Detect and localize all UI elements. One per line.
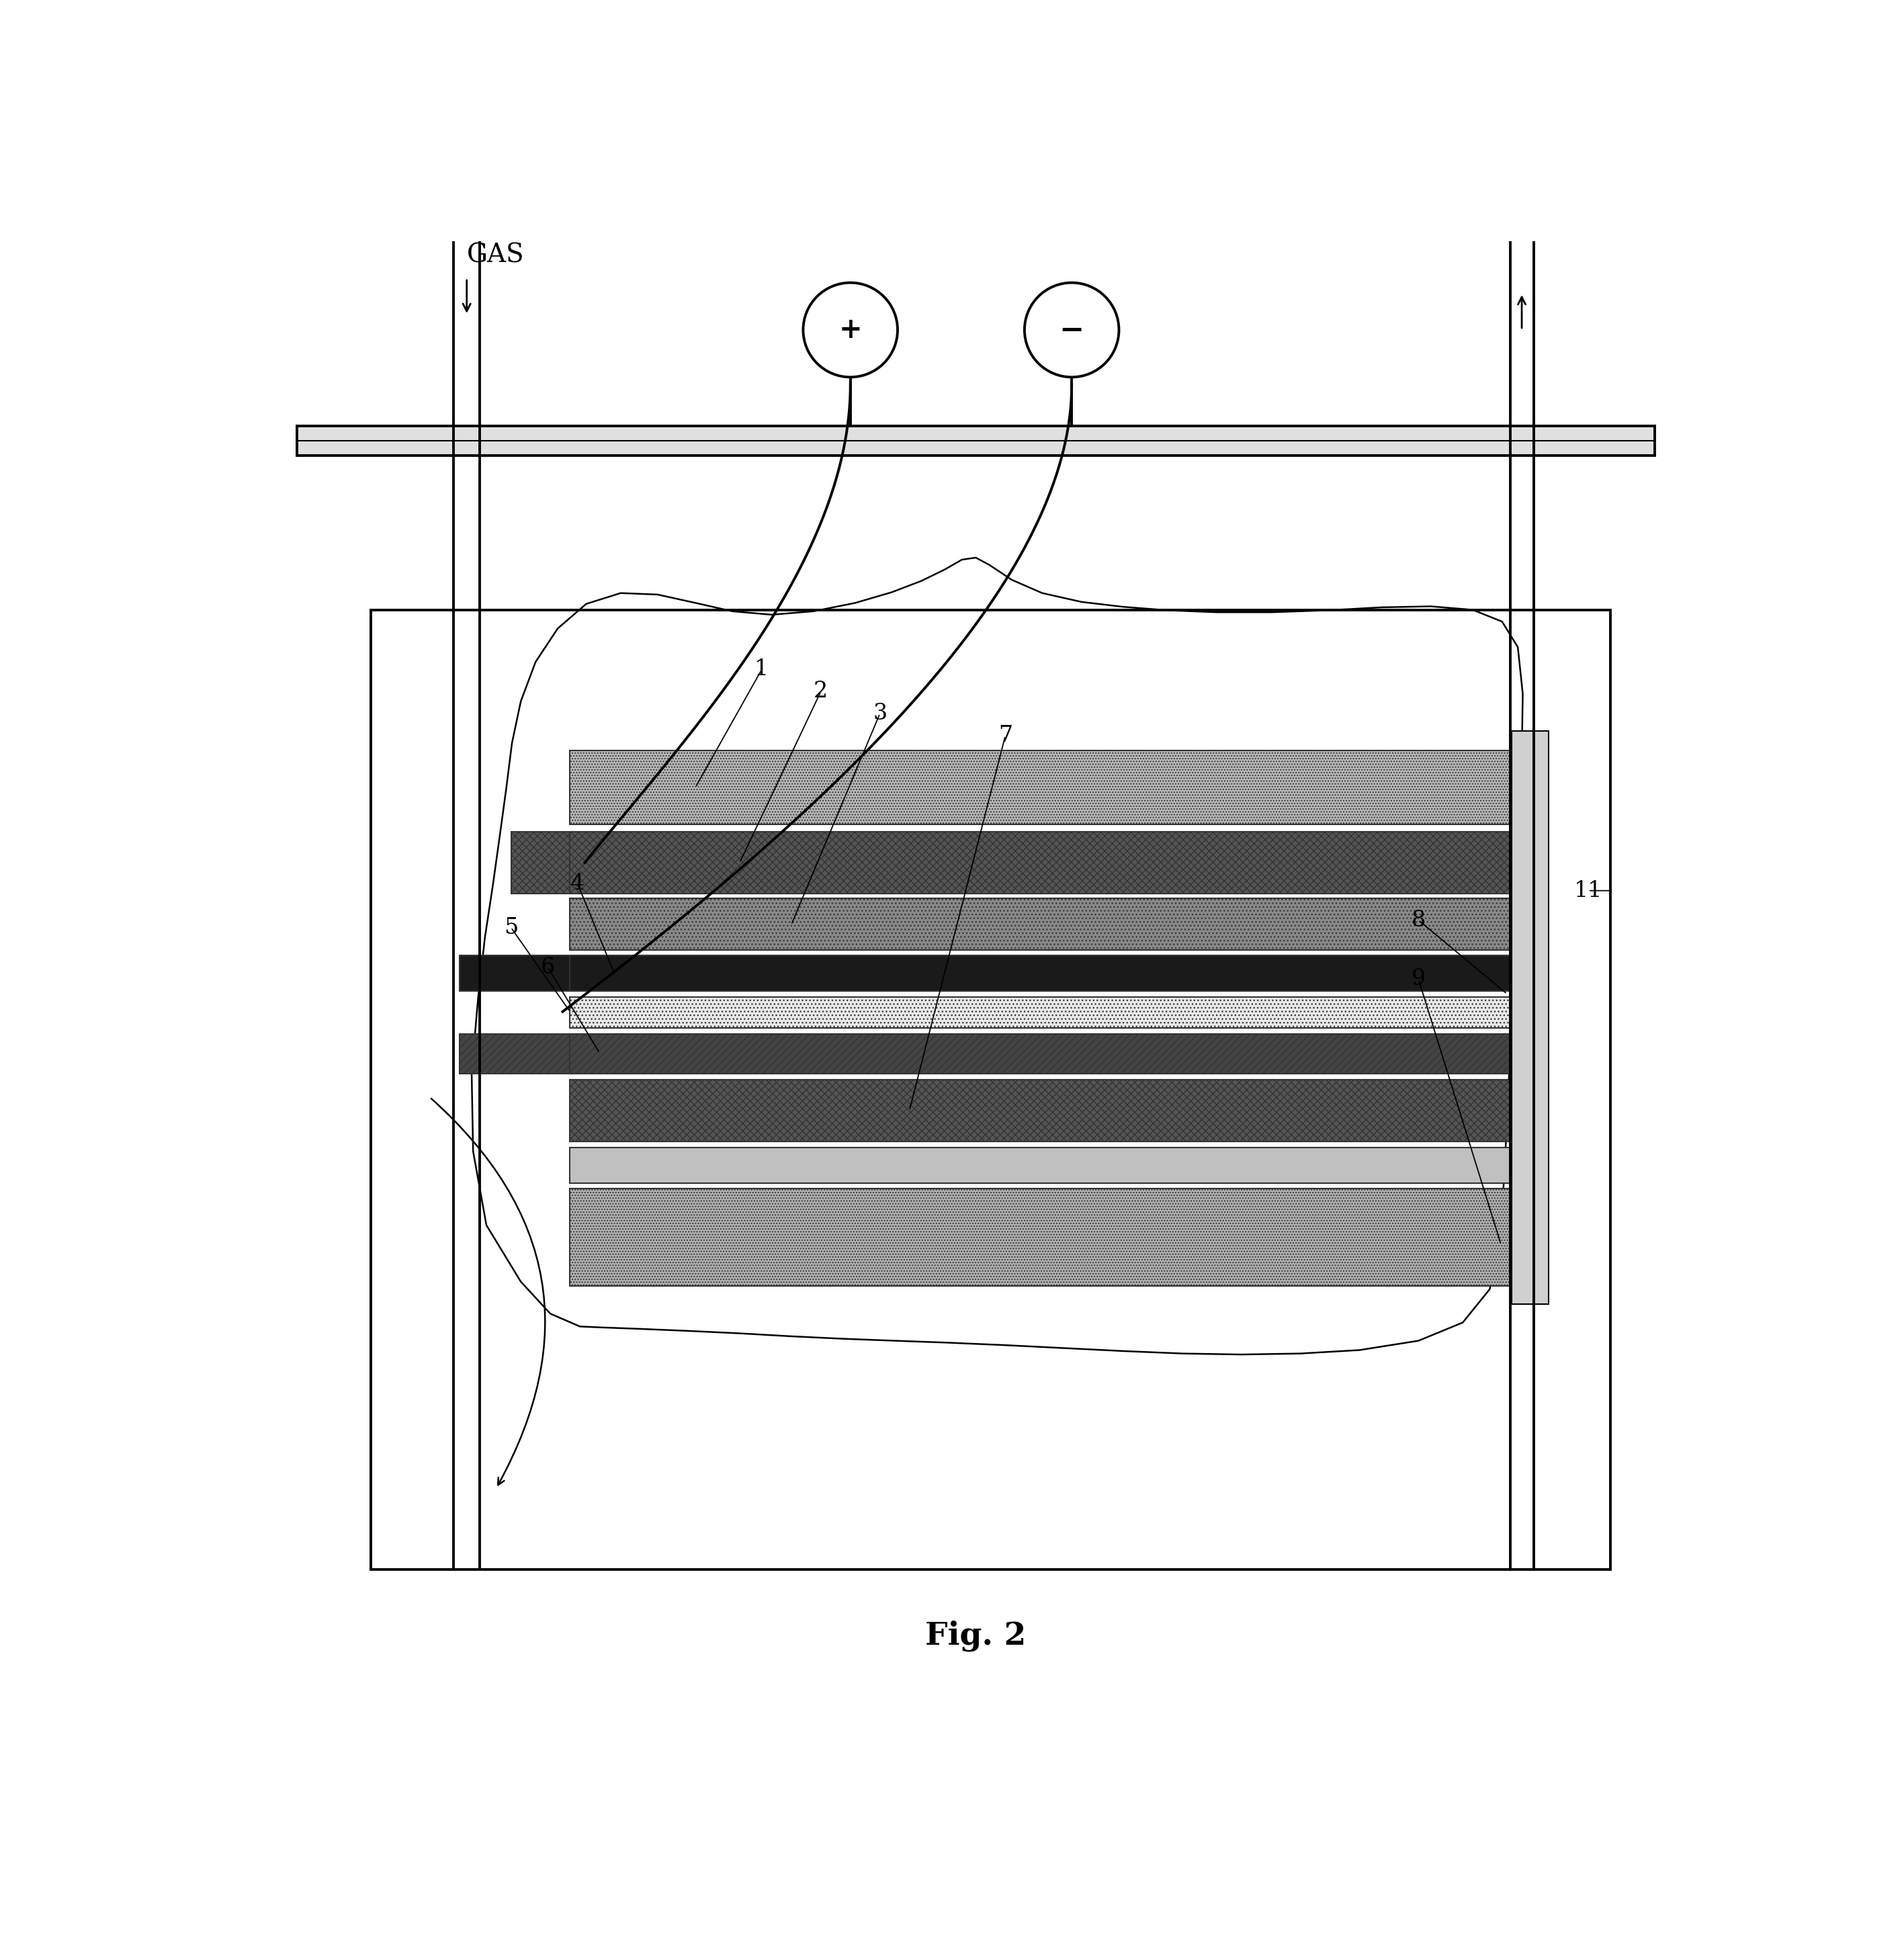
Text: 11: 11 xyxy=(1575,880,1603,902)
Bar xyxy=(569,1033,1529,1074)
Bar xyxy=(459,1033,1529,1074)
Text: GAS: GAS xyxy=(466,242,524,268)
Bar xyxy=(1512,731,1548,1303)
Bar xyxy=(569,1148,1529,1183)
Bar xyxy=(569,997,1529,1028)
Text: 2: 2 xyxy=(813,681,828,702)
Text: +: + xyxy=(838,316,863,343)
Circle shape xyxy=(803,283,897,376)
Text: 4: 4 xyxy=(571,873,585,894)
Text: 7: 7 xyxy=(998,725,1013,747)
Text: 8: 8 xyxy=(1411,909,1426,931)
Bar xyxy=(569,898,1529,950)
Bar xyxy=(510,832,1529,894)
Bar xyxy=(569,1189,1529,1286)
Text: 1: 1 xyxy=(754,659,769,681)
Text: Fig. 2: Fig. 2 xyxy=(925,1621,1026,1652)
Bar xyxy=(569,832,1529,894)
Bar xyxy=(569,1080,1529,1142)
Bar xyxy=(569,750,1529,824)
Text: 6: 6 xyxy=(541,956,554,977)
Text: −: − xyxy=(1059,316,1083,345)
Circle shape xyxy=(1024,283,1120,376)
Bar xyxy=(371,611,1611,1569)
Bar xyxy=(297,427,1655,456)
Text: 5: 5 xyxy=(505,917,518,938)
Bar xyxy=(569,956,1529,991)
Bar xyxy=(459,956,1529,991)
Text: 3: 3 xyxy=(872,702,887,725)
Text: 9: 9 xyxy=(1411,968,1426,991)
